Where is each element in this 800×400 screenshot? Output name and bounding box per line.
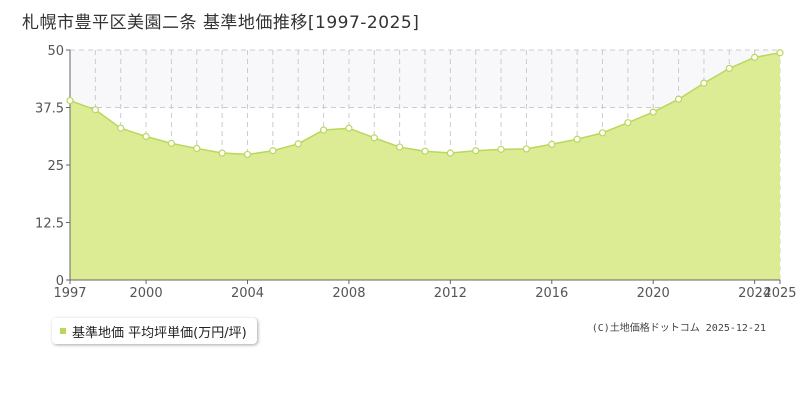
chart-title: 札幌市豊平区美園二条 基準地価推移[1997-2025] bbox=[22, 13, 420, 33]
data-point bbox=[193, 144, 201, 153]
data-point bbox=[573, 135, 581, 143]
data-point bbox=[522, 145, 531, 153]
x-tick-label: 2025 bbox=[763, 286, 796, 301]
data-point bbox=[548, 140, 556, 148]
x-tick-label: 2004 bbox=[231, 286, 264, 301]
x-tick-label: 2024 bbox=[738, 286, 771, 301]
data-point bbox=[598, 129, 607, 137]
data-point bbox=[91, 106, 99, 114]
data-point bbox=[396, 143, 404, 151]
x-tick-label: 2020 bbox=[637, 286, 670, 301]
y-tick-label: 50 bbox=[47, 44, 64, 59]
data-point bbox=[345, 124, 353, 132]
data-point bbox=[421, 147, 429, 155]
data-point bbox=[776, 49, 784, 57]
x-tick-label: 2016 bbox=[535, 286, 568, 301]
legend-swatch bbox=[60, 328, 66, 334]
data-point bbox=[142, 132, 150, 141]
y-tick-label: 37.5 bbox=[35, 102, 64, 117]
data-point bbox=[117, 124, 125, 132]
data-point bbox=[725, 64, 733, 73]
data-point bbox=[700, 79, 708, 87]
data-point bbox=[370, 134, 378, 142]
data-point bbox=[624, 119, 632, 127]
data-markers bbox=[66, 49, 784, 159]
y-tick-label: 25 bbox=[47, 159, 64, 174]
y-tick-label: 12.5 bbox=[35, 217, 64, 232]
data-point bbox=[294, 140, 302, 148]
data-point bbox=[497, 145, 505, 153]
x-tick-label: 1997 bbox=[53, 286, 86, 301]
legend-label: 基準地価 平均坪単価(万円/坪) bbox=[72, 325, 247, 341]
tick-labels: 0 12.5 25 37.5 50 1997 2000 2004 2008 2012 2016 202… bbox=[35, 44, 797, 301]
data-point bbox=[167, 139, 176, 147]
x-tick-label: 2012 bbox=[434, 286, 467, 301]
x-tick-label: 2000 bbox=[130, 286, 163, 301]
axes bbox=[66, 49, 781, 284]
copyright-text: (C)土地価格ドットコム 2025-12-21 bbox=[591, 323, 766, 334]
data-point bbox=[674, 95, 683, 103]
data-point bbox=[472, 147, 480, 155]
data-point bbox=[218, 149, 226, 157]
data-point bbox=[751, 53, 759, 61]
x-tick-label: 2008 bbox=[332, 286, 365, 301]
data-point bbox=[319, 126, 328, 134]
data-point bbox=[269, 147, 277, 155]
data-point bbox=[649, 108, 657, 116]
data-point bbox=[66, 96, 74, 105]
data-point bbox=[243, 150, 252, 159]
legend: 基準地価 平均坪単価(万円/坪) bbox=[52, 318, 257, 344]
area-fill bbox=[70, 52, 780, 281]
data-point bbox=[446, 149, 454, 157]
y-tick-label: 0 bbox=[56, 274, 64, 289]
